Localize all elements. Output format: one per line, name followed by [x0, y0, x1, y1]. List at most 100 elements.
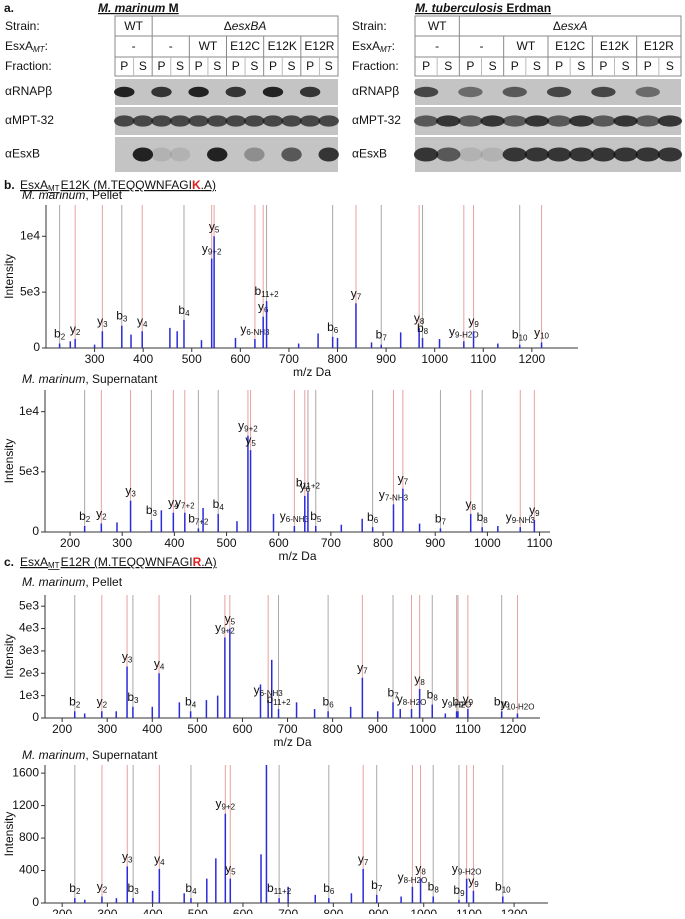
band — [132, 147, 154, 162]
ion-name: b — [178, 303, 185, 317]
band — [413, 115, 439, 127]
x-tick-label: 300 — [97, 907, 117, 914]
ion-label: y9-NH3 — [506, 510, 536, 525]
ion-name: y — [97, 314, 103, 328]
ion-label: b7 — [387, 686, 399, 701]
ion-label: b3 — [127, 690, 139, 705]
ion-label: b2 — [79, 509, 91, 524]
x-tick-label: 1000 — [409, 722, 436, 736]
band — [502, 147, 527, 162]
band — [114, 115, 135, 127]
ion-name: b — [69, 881, 76, 895]
x-tick-label: 1000 — [474, 536, 501, 550]
ion-sub: 9-H2O — [448, 700, 472, 709]
band — [206, 147, 228, 162]
strain-prefix: Δ — [224, 19, 232, 33]
fraction: , Pellet — [85, 575, 122, 589]
ion-sub: 5 — [317, 515, 322, 524]
ion-sub: 7-NH3 — [385, 493, 409, 502]
strain: WT — [124, 19, 143, 33]
ion-sub: 5 — [231, 868, 236, 877]
fraction: P — [157, 59, 165, 73]
ion-name: y — [122, 850, 128, 864]
fraction: S — [489, 59, 497, 73]
peptide-title: EsxAMTE12K (M.TEQQWNFAGIK.A) — [20, 178, 216, 193]
fraction: P — [599, 59, 607, 73]
ion-sub: 4 — [143, 320, 148, 329]
ion-name: b — [327, 320, 334, 334]
band — [546, 147, 572, 162]
ion-name: b — [127, 690, 134, 704]
ion-label: y7 — [358, 852, 369, 867]
ion-sub: 8 — [433, 694, 438, 703]
antibody: αRNAPβ — [352, 84, 399, 98]
ion-label: y4 — [154, 852, 165, 867]
ion-sub: 9+2 — [244, 425, 258, 434]
ion-sub: 7+2 — [181, 502, 195, 511]
ion-label: b4 — [185, 694, 197, 709]
residue: R — [193, 555, 202, 569]
ion-sub: 9 — [474, 320, 479, 329]
strain: ΔesxA — [553, 19, 588, 33]
ion-label: y2 — [70, 322, 81, 337]
ion-name: y — [202, 242, 208, 256]
y-axis-label: Intensity — [2, 254, 16, 299]
ion-sub: 7 — [378, 884, 383, 893]
fraction: P — [644, 59, 652, 73]
y-tick-label: 2e3 — [19, 665, 39, 679]
ion-sub: 3 — [134, 696, 139, 705]
x-tick-label: 1100 — [470, 352, 496, 366]
ion-label: y8 — [465, 497, 476, 512]
fraction: S — [288, 59, 296, 73]
band — [524, 115, 550, 127]
ion-name: y — [358, 852, 364, 866]
ion-name: y — [397, 692, 403, 706]
ion-label: b6 — [323, 694, 335, 709]
band — [262, 86, 284, 98]
ion-label: b11+2 — [255, 284, 280, 299]
band — [635, 147, 660, 162]
row-label: EsxAMT: — [5, 39, 48, 54]
mutant: E12K (M.TEQQWNFAGI — [61, 178, 192, 192]
ion-sub: 2 — [76, 700, 81, 709]
ion-sub: 2 — [103, 886, 108, 895]
ion-label: b8 — [477, 510, 489, 525]
x-tick-label: 600 — [232, 722, 252, 736]
ion-name: y — [154, 852, 160, 866]
ion-label: y2 — [97, 694, 108, 709]
protein-sub: MT — [48, 184, 60, 193]
ion-sub: 3 — [103, 320, 108, 329]
band — [225, 115, 247, 127]
ion-name: y — [97, 880, 103, 894]
ion-sub: 2 — [103, 700, 108, 709]
ion-sub: 4 — [192, 700, 197, 709]
complement: - — [169, 39, 173, 53]
ion-sub: 4 — [219, 503, 224, 512]
y-tick-label: 0 — [32, 524, 39, 538]
ion-sub: 6 — [329, 700, 334, 709]
ion-label: b11+2 — [296, 475, 321, 490]
fraction: S — [622, 59, 630, 73]
ion-name: y — [209, 219, 215, 233]
ion-name: b — [417, 321, 424, 335]
complement: WT — [517, 39, 536, 53]
ion-name: y — [96, 507, 102, 521]
ion-label: y3 — [122, 850, 133, 865]
row-label: Fraction: — [352, 59, 399, 73]
x-tick-label: 700 — [278, 722, 298, 736]
species: M. marinum — [98, 1, 166, 15]
fraction: S — [176, 59, 184, 73]
ion-sub: 5 — [215, 225, 220, 234]
ion-name: b — [185, 694, 192, 708]
ion-name: b — [494, 694, 501, 708]
x-tick-label: 600 — [269, 536, 289, 550]
ion-label: b7 — [435, 512, 447, 527]
ion-sub: 7 — [364, 858, 369, 867]
ion-name: b — [79, 509, 86, 523]
band — [413, 86, 439, 98]
x-tick-label: 400 — [133, 352, 153, 366]
tail: .A) — [201, 555, 216, 569]
band — [657, 115, 683, 127]
ion-label: b9 — [452, 694, 464, 709]
ion-sub: 8-H2O — [403, 698, 427, 707]
